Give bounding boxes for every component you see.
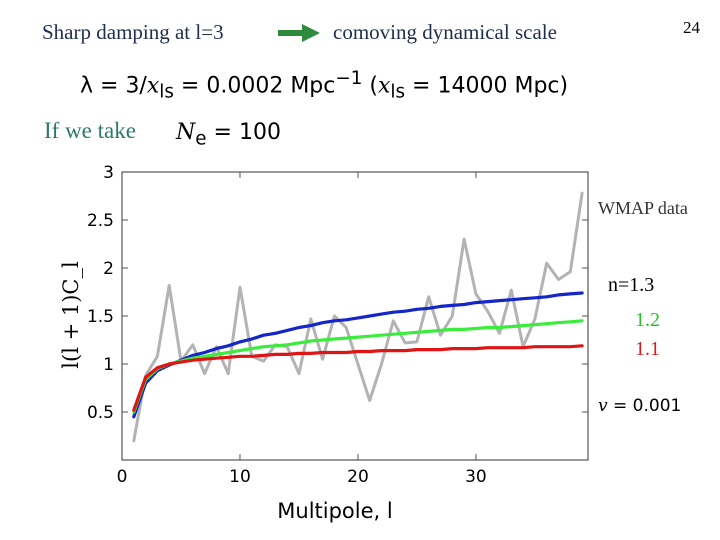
legend-n11: 1.1 xyxy=(635,338,660,360)
x-tick-label: 20 xyxy=(347,467,369,487)
legend-n12: 1.2 xyxy=(635,309,660,331)
v-parameter: v = 0.001 xyxy=(598,396,681,416)
assumption-label: If we take xyxy=(44,118,136,143)
x-axis-label: Multipole, l xyxy=(277,499,392,523)
page-number: 24 xyxy=(683,18,700,37)
series-line-3 xyxy=(132,319,584,414)
slide-title-left: Sharp damping at l=3 xyxy=(42,20,224,44)
v-symbol: v xyxy=(598,396,608,416)
series-line-1 xyxy=(132,191,584,443)
efolds-formula: Ne = 100 xyxy=(176,120,281,149)
x-tick-label: 0 xyxy=(117,467,128,487)
formula-mid: = 0.0002 Mpc xyxy=(173,73,336,99)
x-tick-label: 30 xyxy=(465,467,487,487)
axis-ticks: 0.511.522.530 10 20 30 xyxy=(87,163,588,487)
formula-x2: x xyxy=(377,73,391,99)
v-value: = 0.001 xyxy=(607,396,682,416)
series-line-4 xyxy=(132,344,584,412)
y-tick-label: 2.5 xyxy=(87,211,114,231)
formula-sub2: ls xyxy=(390,81,406,103)
formula-x1: x xyxy=(146,73,160,99)
formula-paren-open: ( xyxy=(362,73,378,99)
slide-title-right: comoving dynamical scale xyxy=(333,20,557,44)
y-axis-label: l(l + 1)C_l xyxy=(59,261,83,369)
series-line-2 xyxy=(132,291,584,419)
formula-lhs: λ = 3/ xyxy=(80,73,147,99)
y-tick-label: 1 xyxy=(103,355,114,375)
chart-series xyxy=(132,191,584,443)
y-tick-label: 1.5 xyxy=(87,307,114,327)
efolds-symbol: N xyxy=(176,120,196,145)
efolds-sub: e xyxy=(195,128,207,150)
formula-sub1: ls xyxy=(159,81,174,103)
y-tick-label: 0.5 xyxy=(87,403,114,423)
wmap-data-label: WMAP data xyxy=(598,198,688,218)
y-tick-label: 3 xyxy=(103,163,114,183)
y-tick-label: 2 xyxy=(103,259,114,279)
scale-formula: λ = 3/xls = 0.0002 Mpc−1 (xls = 14000 Mp… xyxy=(80,68,568,103)
efolds-value: = 100 xyxy=(206,120,281,145)
formula-exp: −1 xyxy=(335,68,363,89)
right-arrow-icon xyxy=(278,24,320,42)
formula-tail: = 14000 Mpc) xyxy=(405,73,569,99)
x-tick-label: 10 xyxy=(229,467,251,487)
legend-n13: n=1.3 xyxy=(608,274,655,296)
